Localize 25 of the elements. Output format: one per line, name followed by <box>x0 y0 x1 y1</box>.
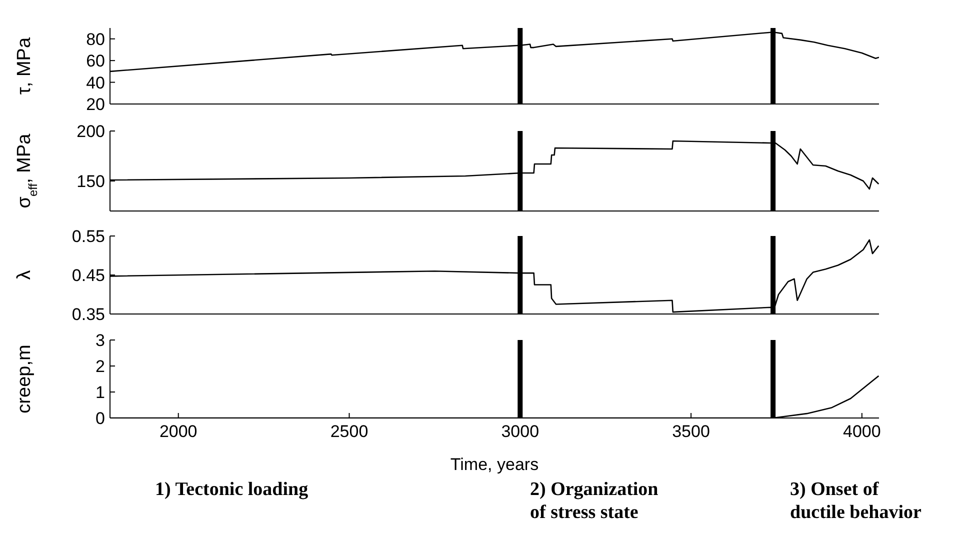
text: 3) Onset of ductile behavior <box>790 478 922 524</box>
y-axis-title: creep,m <box>14 344 35 414</box>
y-tick-label: 150 <box>76 172 105 192</box>
y-tick-label: 80 <box>86 30 105 49</box>
x-tick-label: 4000 <box>842 422 881 442</box>
x-axis-title: Time, years <box>450 455 539 474</box>
y-axis-title: τ, MPa <box>14 37 35 95</box>
y-tick-label: 200 <box>76 122 105 142</box>
x-tick-label: 2000 <box>159 422 198 442</box>
y-tick-label: 40 <box>86 73 105 92</box>
y-tick-label: 3 <box>96 331 105 350</box>
x-tick-label: 3000 <box>501 422 540 442</box>
y-tick-label: 0.45 <box>72 266 105 286</box>
y-tick-label: 2 <box>96 357 105 376</box>
y-tick-label: 20 <box>86 95 105 114</box>
y-tick-label: 1 <box>96 383 105 402</box>
y-tick-label: 0 <box>96 409 105 428</box>
x-tick-label: 3500 <box>672 422 710 442</box>
y-tick-label: 60 <box>86 52 105 71</box>
x-tick-label: 2500 <box>330 422 368 442</box>
y-tick-label: 0.55 <box>72 227 105 246</box>
text: 1) Tectonic loading <box>155 478 308 501</box>
y-axis-title: λ <box>14 270 35 280</box>
y-tick-label: 0.35 <box>72 305 105 324</box>
text: 2) Organization of stress state <box>530 478 658 524</box>
